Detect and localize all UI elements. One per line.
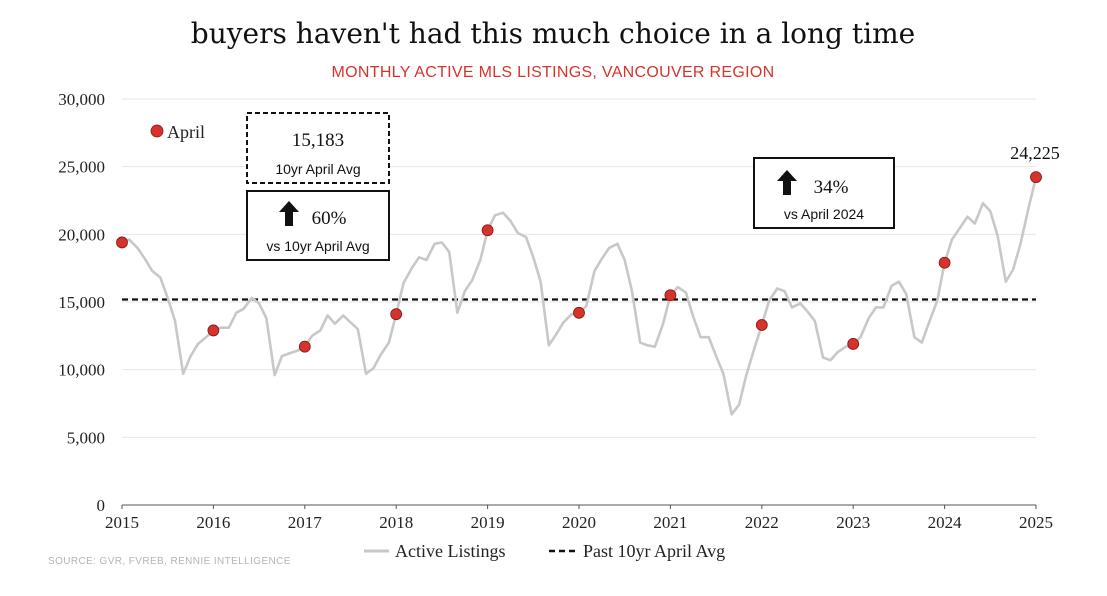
arrow-up-icon xyxy=(279,201,299,226)
x-tick-label: 2023 xyxy=(836,513,870,532)
april-data-point xyxy=(664,289,677,302)
legend-line-label: Active Listings xyxy=(395,541,506,561)
pct-vs-avg-label: vs 10yr April Avg xyxy=(266,238,369,254)
april-data-point xyxy=(847,338,860,350)
pct-vs-prev-label: vs April 2024 xyxy=(784,206,864,222)
y-tick-label: 0 xyxy=(97,496,106,515)
x-tick-label: 2025 xyxy=(1019,513,1053,532)
y-tick-label: 5,000 xyxy=(67,428,105,447)
chart-title: buyers haven't had this much choice in a… xyxy=(191,17,915,50)
april-data-point xyxy=(755,319,768,331)
y-tick-label: 20,000 xyxy=(58,225,105,244)
latest-value-label: 24,225 xyxy=(1010,143,1060,163)
chart-subtitle: MONTHLY ACTIVE MLS LISTINGS, VANCOUVER R… xyxy=(332,64,775,81)
arrow-up-icon xyxy=(777,170,797,195)
series-legend: Active Listings Past 10yr April Avg xyxy=(364,541,725,561)
april-data-point xyxy=(116,236,128,249)
april-data-point xyxy=(481,224,494,237)
source-note: SOURCE: GVR, FVREB, RENNIE INTELLIGENCE xyxy=(48,556,291,567)
pct-vs-prev-value: 34% xyxy=(814,177,849,198)
april-data-point xyxy=(207,324,220,337)
april-data-point xyxy=(573,306,585,319)
y-tick-label: 25,000 xyxy=(58,158,105,177)
x-tick-label: 2015 xyxy=(105,513,139,532)
y-tick-label: 30,000 xyxy=(58,90,105,109)
april-markers xyxy=(116,171,1042,353)
april-data-point xyxy=(298,340,311,353)
april-legend-label: April xyxy=(167,122,205,142)
legend-ref-label: Past 10yr April Avg xyxy=(583,541,725,561)
april-data-point xyxy=(1030,171,1042,184)
avg-value: 15,183 xyxy=(292,130,344,151)
april-data-point xyxy=(390,308,403,321)
april-legend-marker xyxy=(150,124,164,138)
y-axis-ticks: 0 5,000 10,000 15,000 20,000 25,000 30,000 xyxy=(58,90,105,515)
y-tick-label: 15,000 xyxy=(58,293,105,312)
x-tick-label: 2019 xyxy=(471,513,505,532)
x-tick-label: 2018 xyxy=(379,513,413,532)
x-tick-label: 2020 xyxy=(562,513,596,532)
x-tick-label: 2017 xyxy=(288,513,323,532)
avg-annotation-box: 15,183 10yr April Avg xyxy=(246,112,390,184)
x-tick-label: 2016 xyxy=(196,513,230,532)
april-marker-legend: April xyxy=(150,122,205,142)
y-tick-label: 10,000 xyxy=(58,361,105,380)
pct-vs-avg-box: 60% vs 10yr April Avg xyxy=(246,190,390,261)
april-data-point xyxy=(938,256,951,269)
x-tick-label: 2021 xyxy=(653,513,687,532)
x-tick-label: 2024 xyxy=(928,513,963,532)
pct-vs-avg-value: 60% xyxy=(312,208,347,229)
x-axis-ticks: 2015 2016 2017 2018 2019 2020 2021 2022 2023 2024… xyxy=(105,505,1053,532)
x-tick-label: 2022 xyxy=(745,513,779,532)
avg-label: 10yr April Avg xyxy=(275,161,360,177)
pct-vs-prev-box: 34% vs April 2024 xyxy=(753,157,895,229)
